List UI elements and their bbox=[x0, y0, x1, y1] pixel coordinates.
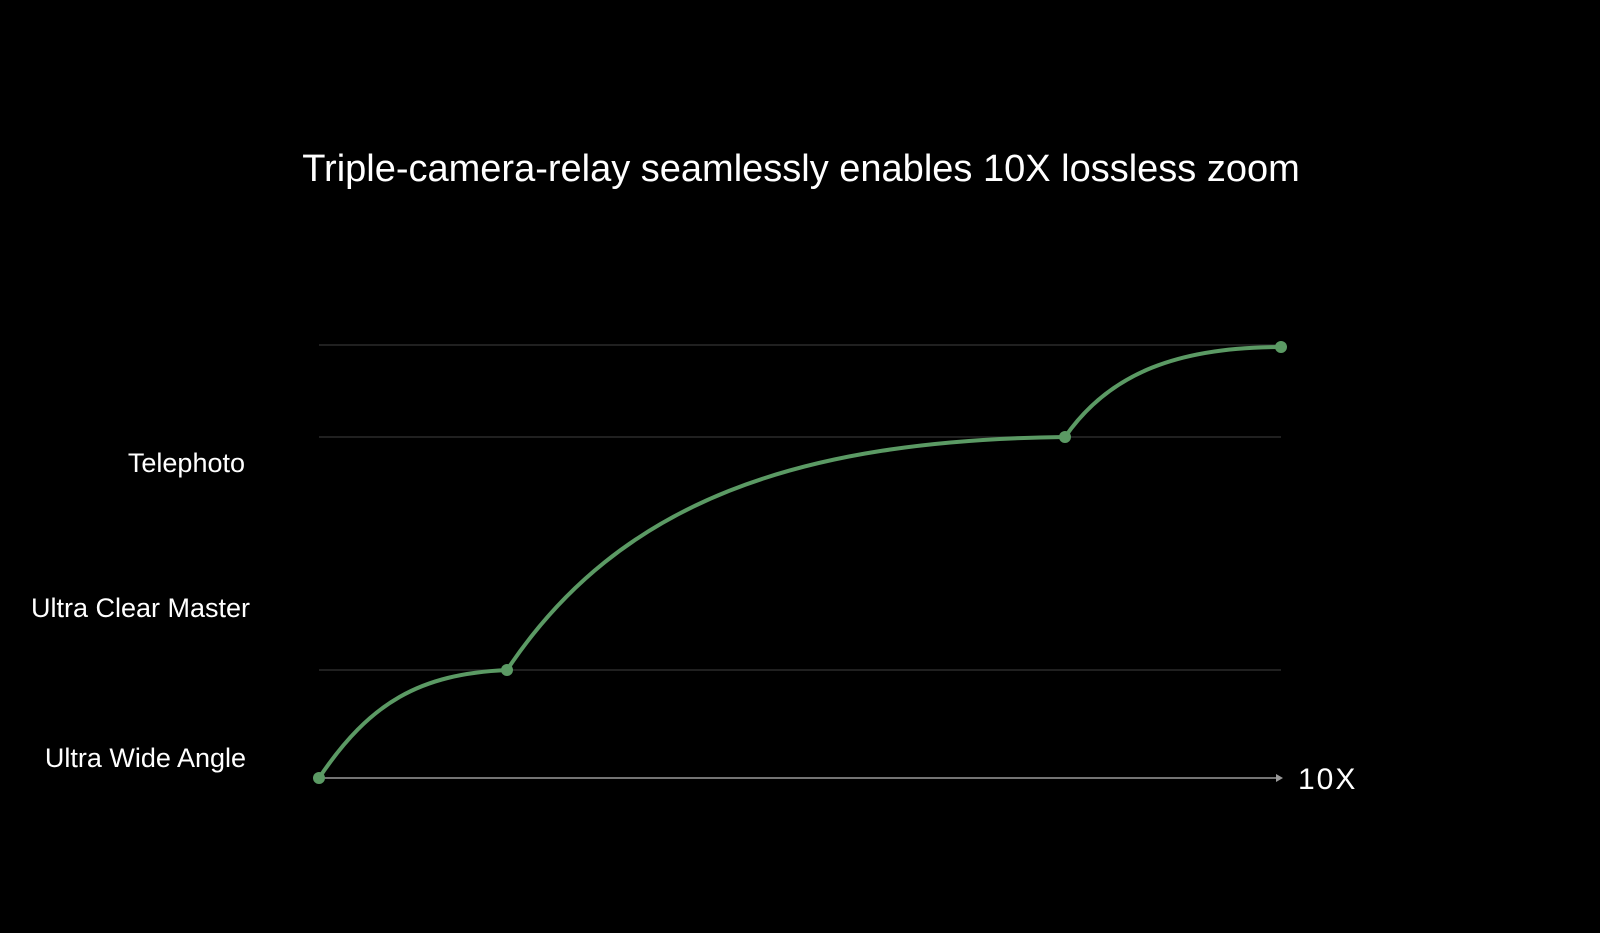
level-label: Ultra Wide Angle bbox=[45, 743, 246, 773]
zoom-curve bbox=[317, 345, 1283, 780]
x-end-label: 10X bbox=[1298, 763, 1357, 796]
relay-points bbox=[313, 341, 1287, 784]
relay-point bbox=[501, 664, 513, 676]
level-label: Telephoto bbox=[128, 448, 245, 478]
relay-point bbox=[1059, 431, 1071, 443]
relay-point bbox=[1275, 341, 1287, 353]
curve-segment bbox=[1063, 345, 1283, 439]
axis-arrow bbox=[1276, 774, 1283, 782]
level-label: Ultra Clear Master bbox=[31, 593, 250, 623]
curve-segment bbox=[317, 668, 509, 780]
relay-point bbox=[313, 772, 325, 784]
slide-title: Triple-camera-relay seamlessly enables 1… bbox=[302, 148, 1300, 190]
curve-segment bbox=[505, 435, 1067, 672]
